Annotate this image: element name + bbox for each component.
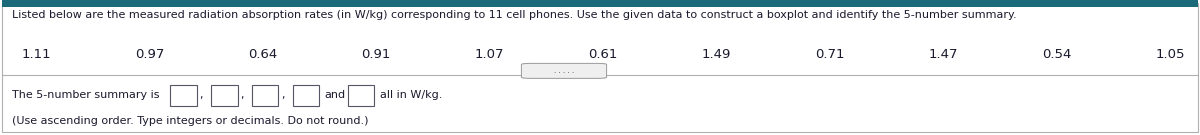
FancyBboxPatch shape <box>252 85 278 106</box>
FancyBboxPatch shape <box>170 85 197 106</box>
Text: 1.07: 1.07 <box>475 48 504 60</box>
Text: 1.47: 1.47 <box>929 48 958 60</box>
Text: 0.54: 0.54 <box>1042 48 1072 60</box>
FancyBboxPatch shape <box>348 85 374 106</box>
Text: 0.61: 0.61 <box>588 48 618 60</box>
Text: The 5-number summary is: The 5-number summary is <box>12 90 160 100</box>
FancyBboxPatch shape <box>2 3 1198 132</box>
FancyBboxPatch shape <box>293 85 319 106</box>
Text: 0.64: 0.64 <box>248 48 277 60</box>
FancyBboxPatch shape <box>211 85 238 106</box>
Text: 1.49: 1.49 <box>702 48 731 60</box>
Text: ,: , <box>199 90 203 100</box>
Text: 0.97: 0.97 <box>134 48 164 60</box>
Text: 1.11: 1.11 <box>22 48 50 60</box>
Text: 0.71: 0.71 <box>815 48 845 60</box>
FancyBboxPatch shape <box>2 0 1198 7</box>
Text: all in W/kg.: all in W/kg. <box>380 90 443 100</box>
Text: (Use ascending order. Type integers or decimals. Do not round.): (Use ascending order. Type integers or d… <box>12 117 368 126</box>
Text: 1.05: 1.05 <box>1156 48 1184 60</box>
Text: ,: , <box>240 90 244 100</box>
FancyBboxPatch shape <box>521 63 606 78</box>
Text: . . . . .: . . . . . <box>554 68 574 74</box>
Text: 0.91: 0.91 <box>361 48 391 60</box>
Text: and: and <box>324 90 346 100</box>
Text: Listed below are the measured radiation absorption rates (in W/kg) corresponding: Listed below are the measured radiation … <box>12 10 1016 20</box>
Text: ,: , <box>281 90 284 100</box>
